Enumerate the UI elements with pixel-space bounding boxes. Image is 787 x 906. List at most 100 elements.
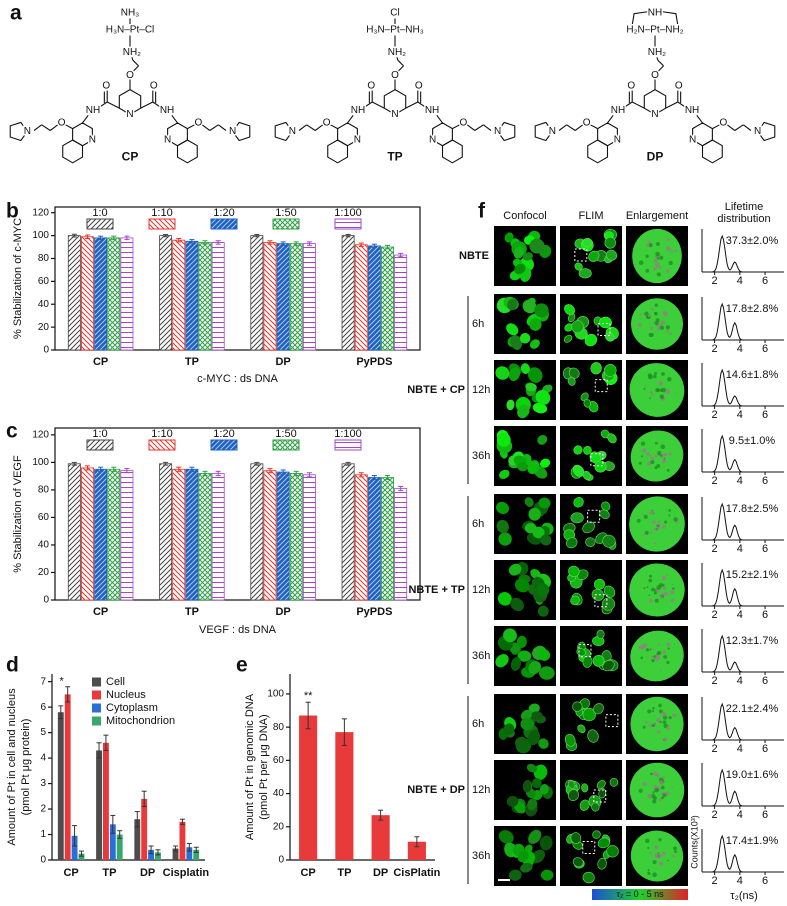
bar [179,821,186,860]
bond [665,101,679,109]
cell [604,332,615,342]
speckle [649,723,653,728]
atom-label: NH [611,105,625,116]
cell [527,729,540,746]
roi-box [594,379,608,393]
column-header: FLIM [578,210,603,222]
error-bar [345,461,351,466]
cell [582,655,593,668]
speckle [660,595,663,599]
speckle [658,266,662,269]
bar [57,712,64,860]
lifetime-tick-label: 6 [762,609,768,621]
bar [172,239,186,351]
speckle [660,592,664,596]
bond [712,124,720,130]
atom-label: NH₂ [648,47,666,58]
cell [582,471,591,480]
speckle [674,850,677,853]
speckle [650,655,654,659]
confocal-image [494,294,556,354]
cell [508,367,521,381]
error-bar [124,468,130,474]
speckle [654,303,659,307]
speckle [639,313,642,316]
legend-swatch [86,439,114,451]
speckle [667,376,672,382]
speckle [672,713,675,717]
speckle [666,725,671,730]
cell [582,871,595,884]
bar [299,715,318,860]
lifetime-percent: 14.6±1.8% [726,369,779,381]
cell [496,432,511,447]
cell [564,733,576,747]
error-bar [267,468,273,474]
cell [583,446,592,455]
speckle [659,454,663,457]
atom-label: O [583,118,591,129]
speckle [657,520,661,523]
cell [531,778,542,789]
speckle [659,853,664,857]
cell [538,738,549,749]
y-tick-label: 80 [38,485,50,496]
speckle [661,575,667,581]
cell [503,628,517,643]
bar [211,242,225,351]
atom-label: NH [425,105,439,116]
speckle [660,669,663,672]
cell [567,789,579,801]
cell [609,777,619,787]
atom-label: O [150,80,158,91]
cell [533,764,548,780]
speckle [666,329,670,333]
error-bar [148,845,154,855]
y-tick-label: 100 [267,689,284,700]
error-bar [280,241,286,246]
speckle [652,859,657,865]
bar [276,243,290,351]
speckle [662,525,667,529]
cell [583,398,591,408]
speckle [648,243,653,248]
error-bar [58,705,64,720]
speckle [666,390,671,395]
error-bar [385,244,391,250]
cell [507,298,518,311]
error-bar [71,461,77,466]
lifetime-percent: 19.0±1.6% [726,769,779,781]
flim-image [560,360,622,420]
speckle [636,518,641,523]
x-tick-label: CP [63,867,78,879]
cell [572,701,583,712]
atom-label: O [367,80,375,91]
speckle [670,598,675,603]
speckle [640,441,646,446]
cell [568,565,580,578]
confocal-image [494,826,556,886]
speckle [657,453,661,456]
lifetime-tick-label: 6 [762,743,768,755]
cell [506,399,515,411]
legend-swatch [86,218,114,230]
speckle [663,655,668,659]
speckle [648,240,652,244]
speckle [642,725,646,729]
y-tick-label: 6 [40,702,46,713]
speckle [642,513,645,517]
x-tick-label: DP [140,867,155,879]
bond [574,124,584,131]
time-label: 36h [472,850,490,862]
bar [289,243,303,351]
speckle [660,444,666,450]
cell [506,323,519,336]
cell [539,835,553,851]
speckle [653,527,657,531]
y-tick-label: 120 [32,430,49,441]
lifetime-tick-label: 4 [737,675,743,687]
legend-swatch [148,439,176,451]
legend-label: 1:100 [334,207,362,219]
y-tick-label: 40 [38,299,50,310]
error-bar [189,239,195,244]
